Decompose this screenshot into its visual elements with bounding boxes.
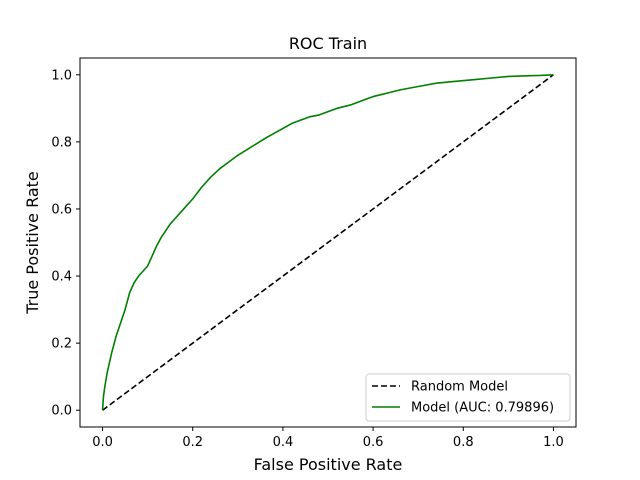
y-tick-label: 0.8 [51,135,72,150]
x-axis-ticks: 0.0 0.2 0.4 0.6 0.8 1.0 [92,427,564,450]
y-axis-ticks: 0.0 0.2 0.4 0.6 0.8 1.0 [51,68,80,419]
y-tick-label: 0.2 [51,337,72,352]
x-tick-label: 0.8 [453,435,474,450]
x-axis-label: False Positive Rate [254,455,403,474]
x-tick-label: 0.4 [273,435,294,450]
legend: Random Model Model (AUC: 0.79896) [365,373,571,422]
y-axis-label: True Positive Rate [23,171,42,315]
plot-area [79,57,577,428]
y-tick-label: 0.4 [51,270,72,285]
model-roc-curve [101,73,554,411]
chart-title: ROC Train [289,34,367,53]
legend-box [365,373,571,422]
legend-label-model: Model (AUC: 0.79896) [411,401,554,416]
random-model-line [102,74,554,411]
series-layer [101,73,554,411]
x-tick-label: 1.0 [543,435,564,450]
x-tick-label: 0.2 [182,435,203,450]
x-tick-label: 0.0 [92,435,113,450]
y-tick-label: 0.0 [51,404,72,419]
y-tick-label: 0.6 [51,202,72,217]
y-tick-label: 1.0 [51,68,72,83]
legend-label-random-model: Random Model [411,380,508,395]
plot-frame [79,57,577,428]
x-tick-label: 0.6 [363,435,384,450]
